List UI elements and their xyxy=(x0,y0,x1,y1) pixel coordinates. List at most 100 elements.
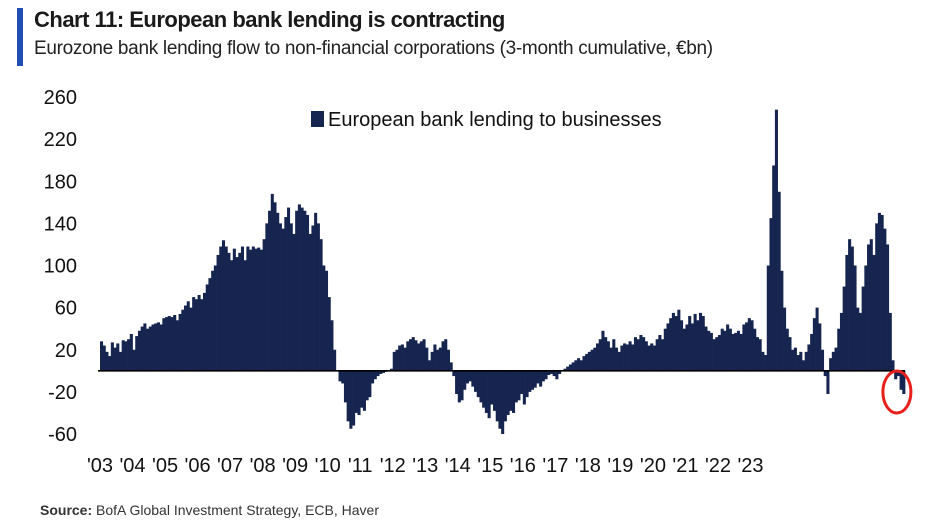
bar xyxy=(488,371,491,418)
bar xyxy=(775,110,778,371)
bar xyxy=(639,335,642,371)
bar xyxy=(219,247,222,371)
bar xyxy=(507,371,510,415)
bar xyxy=(368,371,371,397)
bar xyxy=(591,350,594,371)
bar xyxy=(826,371,829,394)
bar xyxy=(339,371,342,382)
bar xyxy=(444,339,447,371)
bar xyxy=(618,352,621,371)
bar xyxy=(252,247,255,371)
bar xyxy=(696,320,699,371)
y-tick-label: 60 xyxy=(55,298,77,320)
bar xyxy=(713,339,716,371)
bar xyxy=(837,329,840,371)
bar xyxy=(878,213,881,371)
bar xyxy=(498,371,501,429)
bar xyxy=(295,211,298,371)
bar xyxy=(854,266,857,371)
bar xyxy=(650,343,653,370)
bar xyxy=(721,329,724,371)
bar xyxy=(189,308,192,371)
bar xyxy=(263,239,266,371)
bar xyxy=(891,360,894,371)
bar xyxy=(268,211,271,371)
bar xyxy=(366,371,369,400)
bar xyxy=(577,358,580,371)
bar xyxy=(599,339,602,371)
bar xyxy=(802,360,805,371)
bar xyxy=(715,337,718,371)
bar xyxy=(463,371,466,390)
x-tick-label: '18 xyxy=(575,455,601,477)
x-tick-label: '16 xyxy=(510,455,536,477)
bar xyxy=(230,260,233,371)
bar xyxy=(306,215,309,371)
bar xyxy=(889,313,892,371)
x-tick-label: '17 xyxy=(542,455,568,477)
bar xyxy=(146,329,149,371)
bar xyxy=(482,371,485,408)
bar xyxy=(160,324,163,370)
bar xyxy=(301,208,304,371)
y-tick-label: 100 xyxy=(44,256,77,278)
bar xyxy=(745,322,748,370)
bar xyxy=(648,346,651,371)
x-tick-label: '06 xyxy=(185,455,211,477)
bar xyxy=(813,318,816,371)
bar xyxy=(702,316,705,371)
bar xyxy=(542,371,545,382)
bar xyxy=(105,352,108,371)
bar xyxy=(829,358,832,371)
bar xyxy=(233,249,236,371)
bar xyxy=(341,371,344,384)
bar xyxy=(588,352,591,371)
source-note: Source: BofA Global Investment Strategy,… xyxy=(40,502,379,518)
bar xyxy=(691,323,694,370)
bar xyxy=(631,344,634,370)
bar xyxy=(534,371,537,388)
x-tick-label: '14 xyxy=(445,455,471,477)
bar xyxy=(236,257,239,371)
bar xyxy=(314,213,317,371)
bar xyxy=(845,255,848,371)
bar xyxy=(737,331,740,371)
y-tick-label: 140 xyxy=(44,213,77,235)
legend: European bank lending to businesses xyxy=(311,109,662,131)
bar xyxy=(718,335,721,371)
y-tick-label: -20 xyxy=(48,382,77,404)
bar xyxy=(203,293,206,371)
bar xyxy=(284,217,287,371)
bar xyxy=(225,247,228,371)
bar xyxy=(545,371,548,379)
bar xyxy=(328,297,331,371)
bar xyxy=(122,340,125,371)
bar xyxy=(569,364,572,370)
bar xyxy=(767,266,770,371)
bar xyxy=(374,371,377,379)
bar xyxy=(439,348,442,371)
x-tick-label: '23 xyxy=(737,455,763,477)
bar xyxy=(675,316,678,371)
bar xyxy=(629,341,632,370)
bar xyxy=(734,333,737,371)
bar xyxy=(165,317,168,371)
legend-label: European bank lending to businesses xyxy=(328,109,662,131)
x-tick-label: '21 xyxy=(672,455,698,477)
bar xyxy=(260,250,263,371)
bar xyxy=(493,371,496,411)
bar xyxy=(658,335,661,371)
bar xyxy=(360,371,363,408)
bar xyxy=(848,239,851,371)
bar xyxy=(875,223,878,370)
bar-series xyxy=(100,110,905,434)
chart-area: -60-202060100140180220260 '03'04'05'06'0… xyxy=(0,0,930,500)
bar xyxy=(816,308,819,371)
bar xyxy=(653,346,656,371)
bar xyxy=(835,348,838,371)
bar xyxy=(474,371,477,392)
bar xyxy=(807,344,810,370)
bar xyxy=(423,339,426,371)
bar xyxy=(699,313,702,371)
bar xyxy=(531,371,534,390)
